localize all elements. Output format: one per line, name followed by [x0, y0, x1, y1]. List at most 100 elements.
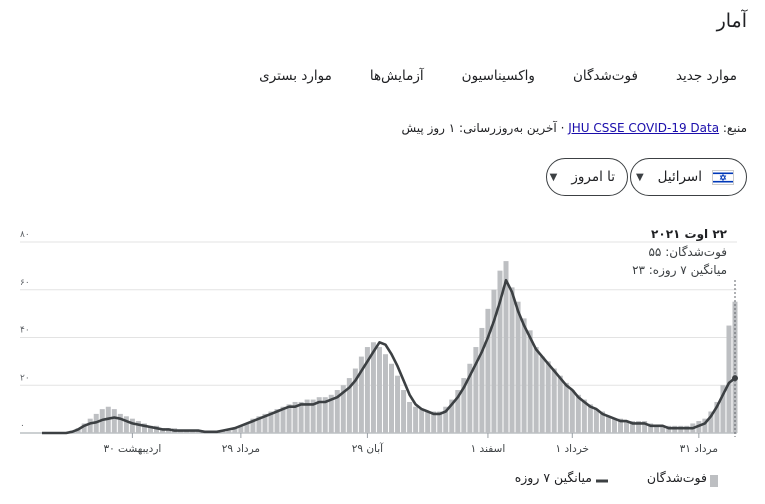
death-bar [256, 416, 262, 433]
death-bar [467, 363, 473, 433]
country-dropdown[interactable]: اسرائیل ▼ [630, 158, 747, 196]
y-tick-label: ۰ [20, 421, 25, 431]
israel-flag-icon [712, 169, 734, 185]
tooltip-date: ۲۲ اوت ۲۰۲۱ [651, 227, 727, 241]
death-bar [630, 421, 636, 433]
death-bar [569, 390, 575, 433]
death-bar [286, 404, 292, 433]
death-bar [449, 399, 455, 433]
death-bar [605, 416, 611, 433]
death-bar [720, 385, 726, 433]
death-bar [358, 356, 364, 433]
updated-text: · آخرین به‌روزرسانی: ۱ روز پیش [401, 121, 565, 135]
death-bar [618, 418, 624, 433]
death-bar [461, 378, 467, 433]
death-bar [527, 330, 533, 433]
death-bar [117, 413, 123, 433]
x-tick-label: مرداد ۳۱ [680, 443, 718, 455]
death-bar [539, 356, 545, 433]
death-bar [352, 368, 358, 433]
death-bar [491, 289, 497, 433]
tab-new-cases[interactable]: موارد جدید [675, 68, 737, 84]
legend-deaths: فوت‌شدگان [646, 470, 707, 485]
death-bar [473, 347, 479, 433]
legend-average: میانگین ۷ روزه [514, 470, 592, 485]
legend-bar-swatch [710, 475, 718, 487]
death-bar [328, 394, 334, 433]
death-bar [389, 363, 395, 433]
death-bar [262, 413, 268, 433]
death-bar [346, 378, 352, 433]
chevron-down-icon: ▼ [635, 171, 644, 183]
y-tick-label: ۴۰ [20, 326, 30, 336]
x-tick-label: آبان ۲۹ [352, 442, 384, 455]
tooltip-deaths: فوت‌شدگان: ۵۵ [648, 245, 727, 259]
death-bar [419, 409, 425, 433]
country-label: اسرائیل [657, 169, 702, 185]
page-title: آمار [716, 10, 747, 32]
death-bar [395, 375, 401, 433]
source-link[interactable]: JHU CSSE COVID-19 Data [568, 121, 720, 135]
death-bar [413, 406, 419, 433]
death-bar [147, 425, 153, 433]
death-bar [310, 399, 316, 433]
y-tick-label: ۲۰ [20, 373, 30, 383]
tab-hospitalizations[interactable]: موارد بستری [259, 68, 332, 84]
death-bar [515, 301, 521, 433]
death-bar [708, 411, 714, 433]
death-bar [575, 394, 581, 433]
death-bar [382, 354, 388, 433]
x-tick-label: خرداد ۱ [556, 443, 590, 455]
source-line: منبع: JHU CSSE COVID-19 Data · آخرین به‌… [402, 121, 748, 135]
death-bar [226, 430, 232, 433]
death-bar [316, 397, 322, 433]
avg-line [42, 278, 736, 435]
tab-vaccinations[interactable]: واکسیناسیون [461, 68, 535, 84]
death-bar [648, 423, 654, 433]
x-tick-label: اسفند ۱ [471, 443, 506, 455]
death-bar [376, 347, 382, 433]
tab-tests[interactable]: آزمایش‌ها [369, 68, 424, 84]
death-bar [274, 409, 280, 433]
death-bar [642, 421, 648, 433]
death-bar [407, 401, 413, 433]
death-bar [425, 411, 431, 433]
death-bar [431, 411, 437, 433]
death-bar [726, 325, 732, 433]
source-label: منبع: [722, 121, 747, 135]
death-bar [599, 411, 605, 433]
y-tick-label: ۸۰ [20, 230, 30, 240]
stats-tabs: موارد جدید فوت‌شدگان واکسیناسیون آزمایش‌… [259, 68, 737, 84]
death-bar [732, 301, 738, 433]
death-bar [551, 368, 557, 433]
death-bar [111, 409, 117, 433]
death-bar [129, 418, 135, 433]
death-bar [437, 411, 443, 433]
chevron-down-icon: ▼ [549, 171, 558, 183]
death-bar [141, 423, 147, 433]
death-bar [364, 347, 370, 433]
death-bar [611, 418, 617, 433]
death-bar [401, 390, 407, 433]
death-bar [485, 308, 491, 433]
death-bar [654, 425, 660, 433]
death-bar [292, 401, 298, 433]
death-bar [533, 347, 539, 433]
range-dropdown[interactable]: تا امروز ▼ [546, 158, 628, 196]
death-bar [455, 390, 461, 433]
x-tick-label: مرداد ۲۹ [222, 443, 260, 455]
death-bar [250, 418, 256, 433]
x-tick-label: اردیبهشت ۳۰ [103, 443, 161, 455]
death-bar [702, 418, 708, 433]
death-bar [660, 425, 666, 433]
tab-deaths[interactable]: فوت‌شدگان [572, 68, 638, 84]
tooltip-average: میانگین ۷ روزه: ۲۳ [632, 263, 727, 277]
range-label: تا امروز [571, 169, 615, 185]
death-bar [509, 287, 515, 433]
death-bar [268, 411, 274, 433]
death-bar [497, 270, 503, 433]
death-bar [479, 327, 485, 433]
death-bar [232, 428, 238, 433]
death-bar [87, 418, 93, 433]
